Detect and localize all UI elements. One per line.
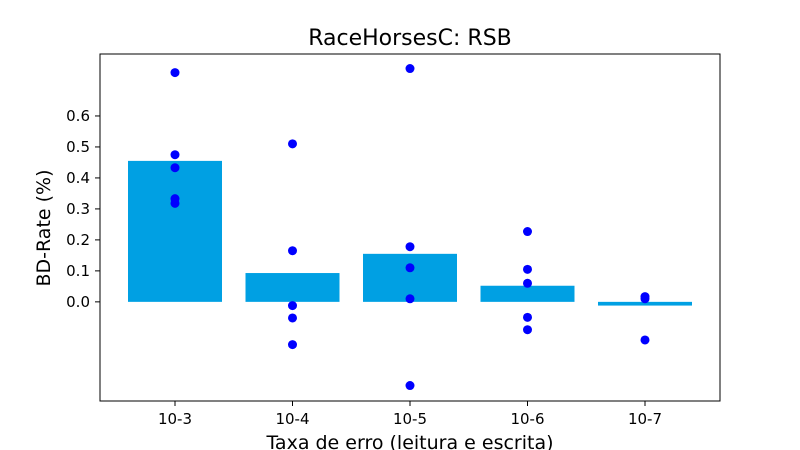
- bar-10-3: [128, 160, 222, 302]
- point-10-4-2: [288, 301, 297, 311]
- bar-10-7: [598, 301, 692, 306]
- point-10-5-0: [405, 64, 415, 74]
- y-tick-label: 0.5: [66, 138, 90, 156]
- y-tick-label: 0.6: [66, 107, 90, 125]
- point-10-5-4: [405, 381, 415, 391]
- chart-title: RaceHorsesC: RSB: [308, 26, 512, 51]
- y-axis: 0.0 0.1 0.2 0.3 0.4 0.5 0.6: [66, 107, 100, 311]
- points-group: [170, 64, 650, 391]
- y-tick-label: 0.4: [66, 169, 90, 187]
- y-axis-label: BD-Rate (%): [33, 169, 55, 286]
- x-tick-label: 10-5: [393, 410, 427, 428]
- point-10-4-3: [288, 313, 297, 323]
- bar-10-5: [363, 253, 457, 302]
- x-tick-label: 10-7: [628, 410, 662, 428]
- bars-group: [128, 160, 692, 306]
- point-10-5-3: [405, 294, 415, 304]
- point-10-6-0: [523, 227, 532, 237]
- y-tick-label: 0.1: [66, 262, 90, 280]
- point-10-6-1: [523, 264, 532, 274]
- y-tick-label: 0.0: [66, 293, 90, 311]
- point-10-3-1: [170, 150, 180, 160]
- point-10-3-0: [170, 68, 180, 78]
- x-tick-label: 10-6: [510, 410, 544, 428]
- point-10-5-1: [405, 242, 415, 252]
- point-10-3-4: [170, 198, 180, 208]
- x-axis: 10-3 10-4 10-5 10-6 10-7: [158, 401, 662, 428]
- x-tick-label: 10-3: [158, 410, 192, 428]
- point-10-6-4: [523, 325, 532, 335]
- point-10-4-1: [288, 246, 297, 256]
- point-10-6-2: [523, 278, 532, 288]
- point-10-7-2: [640, 335, 650, 345]
- point-10-4-4: [288, 340, 297, 350]
- bar-10-6: [480, 285, 575, 302]
- point-10-7-1: [640, 294, 650, 304]
- point-10-5-2: [405, 263, 415, 273]
- point-10-6-3: [523, 312, 532, 322]
- y-tick-label: 0.3: [66, 200, 90, 218]
- x-tick-label: 10-4: [275, 410, 309, 428]
- x-axis-label: Taxa de erro (leitura e escrita): [265, 432, 553, 450]
- point-10-3-2: [170, 163, 180, 173]
- y-tick-label: 0.2: [66, 231, 90, 249]
- bar-10-4: [245, 273, 340, 302]
- point-10-4-0: [288, 139, 297, 149]
